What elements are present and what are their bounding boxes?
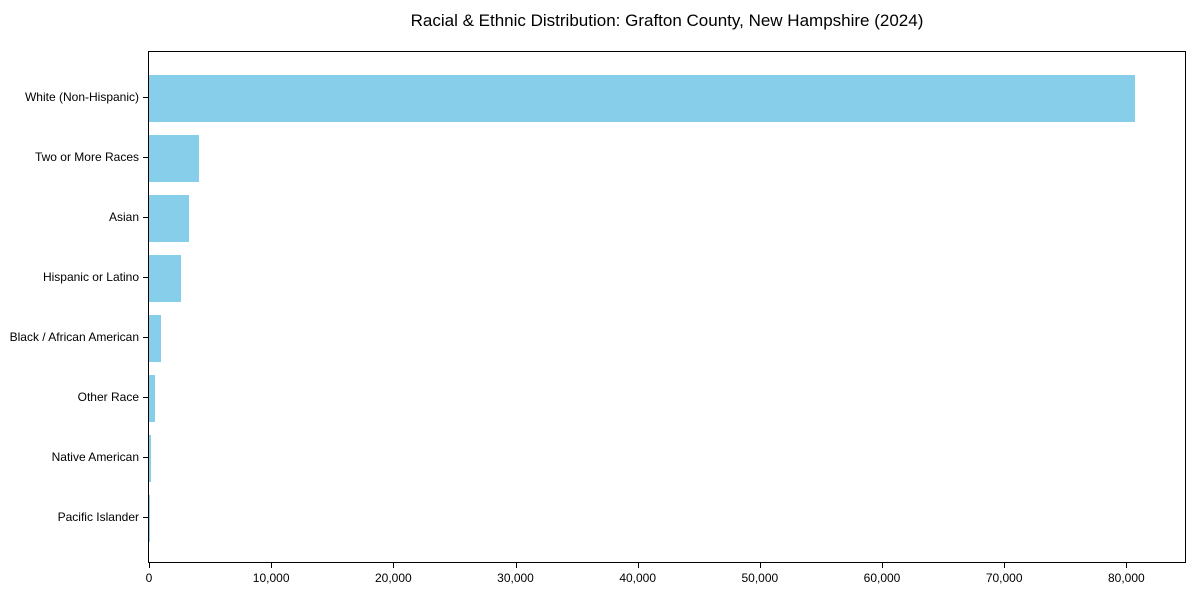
x-tick-label: 30,000: [497, 571, 534, 585]
y-tick-mark: [143, 337, 148, 338]
y-axis-label: Hispanic or Latino: [42, 270, 139, 284]
y-axis-label: White (Non-Hispanic): [24, 90, 139, 104]
x-tick-mark: [637, 563, 639, 568]
x-tick-label: 50,000: [741, 571, 779, 585]
bar: [149, 254, 181, 302]
chart-title: Racial & Ethnic Distribution: Grafton Co…: [410, 11, 924, 30]
y-tick-mark: [143, 157, 148, 158]
plot-area: [148, 51, 1186, 563]
bar: [149, 374, 156, 422]
x-tick-mark: [149, 563, 150, 568]
y-tick-mark: [143, 217, 148, 218]
x-tick-label: 80,000: [1107, 571, 1145, 585]
x-tick-mark: [882, 563, 884, 568]
x-tick-label: 70,000: [985, 571, 1023, 585]
x-tick-label: 60,000: [863, 571, 901, 585]
bar: [149, 434, 151, 482]
x-tick-mark: [515, 563, 517, 568]
y-axis-label: Pacific Islander: [57, 510, 139, 524]
x-tick-label: 20,000: [374, 571, 412, 585]
y-axis-label: Two or More Races: [34, 150, 139, 164]
y-axis-label: Native American: [51, 450, 139, 464]
y-axis-label: Other Race: [77, 390, 139, 404]
x-tick-label: 0: [145, 571, 153, 585]
bar: [149, 314, 162, 362]
y-tick-mark: [143, 517, 148, 518]
bar: [149, 134, 200, 182]
bar: [149, 194, 189, 242]
x-tick-label: 10,000: [252, 571, 290, 585]
y-tick-mark: [143, 277, 148, 278]
x-tick-mark: [1004, 563, 1006, 568]
y-axis-label: Black / African American: [9, 330, 139, 344]
x-tick-mark: [1126, 563, 1128, 568]
bar: [149, 74, 1135, 122]
y-axis-label: Asian: [108, 210, 139, 224]
x-tick-mark: [393, 563, 395, 568]
y-tick-mark: [143, 457, 148, 458]
x-tick-label: 40,000: [619, 571, 657, 585]
y-tick-mark: [143, 397, 148, 398]
x-tick-mark: [759, 563, 761, 568]
x-tick-mark: [271, 563, 273, 568]
y-tick-mark: [143, 97, 148, 98]
